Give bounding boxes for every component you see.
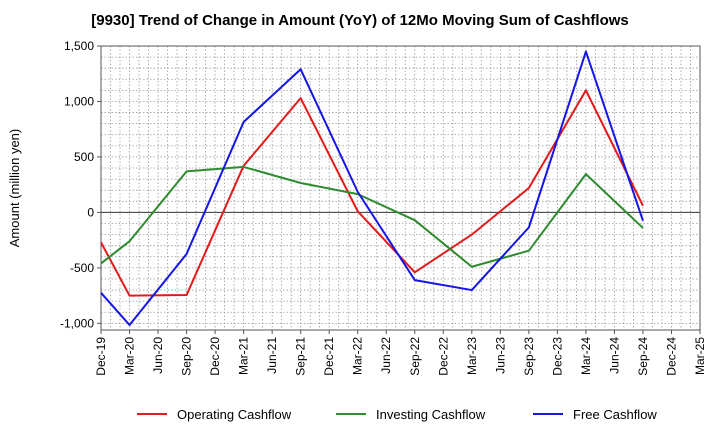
- x-tick-label: Dec-22: [436, 337, 450, 376]
- x-tick-label: Mar-24: [579, 337, 593, 375]
- x-tick-label: Mar-21: [237, 337, 251, 375]
- series-line-operating-cashflow: [100, 89, 644, 297]
- y-tick-label: 0: [87, 205, 94, 219]
- x-tick-label: Mar-20: [123, 337, 137, 375]
- x-tick-label: Jun-24: [607, 337, 621, 374]
- x-tick-label: Dec-23: [550, 337, 564, 376]
- x-tick-label: Jun-20: [151, 337, 165, 374]
- x-tick-label: Sep-24: [636, 337, 650, 376]
- y-tick-label: -1,000: [60, 316, 94, 330]
- x-tick-label: Sep-21: [294, 337, 308, 376]
- x-tick-label: Dec-24: [664, 337, 678, 376]
- x-tick-label: Jun-21: [265, 337, 279, 374]
- x-tick-label: Mar-22: [351, 337, 365, 375]
- x-tick-label: Sep-23: [522, 337, 536, 376]
- plot-frame: [100, 45, 701, 331]
- grid: [100, 45, 701, 330]
- y-axis-label: Amount (million yen): [7, 129, 22, 248]
- legend-label: Investing Cashflow: [376, 407, 486, 422]
- x-tick-label: Dec-19: [94, 337, 108, 376]
- legend-label: Free Cashflow: [573, 407, 657, 422]
- x-tick-label: Sep-22: [408, 337, 422, 376]
- legend: Operating Cashflow Investing Cashflow Free…: [137, 407, 657, 422]
- y-tick-label: 1,000: [64, 94, 94, 108]
- x-tick-label: Mar-23: [465, 337, 479, 375]
- legend-label: Operating Cashflow: [177, 407, 292, 422]
- x-tick-label: Jun-22: [379, 337, 393, 374]
- y-tick-label: 1,500: [64, 39, 94, 53]
- x-tick-label: Dec-20: [208, 337, 222, 376]
- y-tick-label: 500: [74, 150, 94, 164]
- x-tick-label: Sep-20: [180, 337, 194, 376]
- series-line-investing-cashflow: [100, 165, 644, 268]
- x-tick-label: Dec-21: [322, 337, 336, 376]
- y-tick-label: -500: [70, 261, 94, 275]
- chart-title: [9930] Trend of Change in Amount (YoY) o…: [91, 12, 629, 29]
- x-tick-label: Jun-23: [493, 337, 507, 374]
- series-line-free-cashflow: [100, 50, 644, 327]
- axes: -1,000 -500 0 500 1,000 1,500 Dec-19 Mar-20 Jun-…: [7, 39, 707, 376]
- x-tick-label: Mar-25: [693, 337, 707, 375]
- series-lines: [100, 50, 644, 327]
